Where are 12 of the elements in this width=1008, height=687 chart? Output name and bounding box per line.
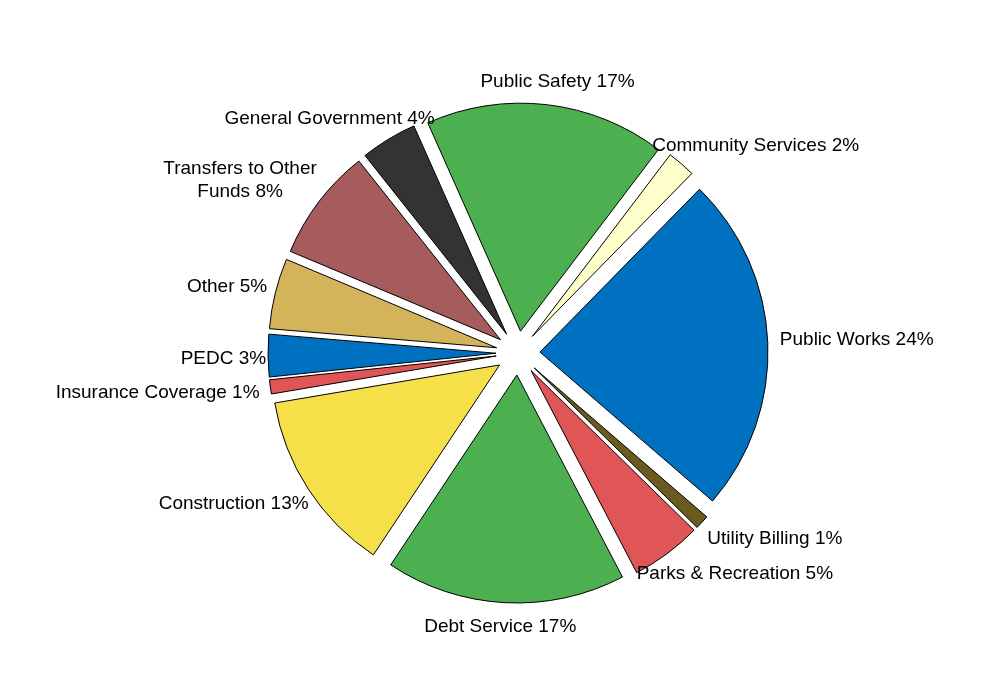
slice-label: Debt Service 17% bbox=[424, 614, 577, 636]
slice-label: Insurance Coverage 1% bbox=[55, 380, 260, 402]
slice-label: Transfers to Other Funds 8% bbox=[163, 157, 318, 202]
slice-label: Other 5% bbox=[186, 274, 268, 296]
slice-label: Public Works 24% bbox=[779, 328, 934, 350]
slice-label: Construction 13% bbox=[158, 491, 309, 513]
slice-label: Utility Billing 1% bbox=[707, 527, 843, 549]
slice-label: General Government 4% bbox=[224, 107, 435, 129]
slice-label: Public Safety 17% bbox=[480, 70, 635, 91]
slice-label: Parks & Recreation 5% bbox=[636, 561, 834, 583]
slice-label: Community Services 2% bbox=[652, 134, 860, 156]
slice-label: PEDC 3% bbox=[180, 346, 267, 368]
